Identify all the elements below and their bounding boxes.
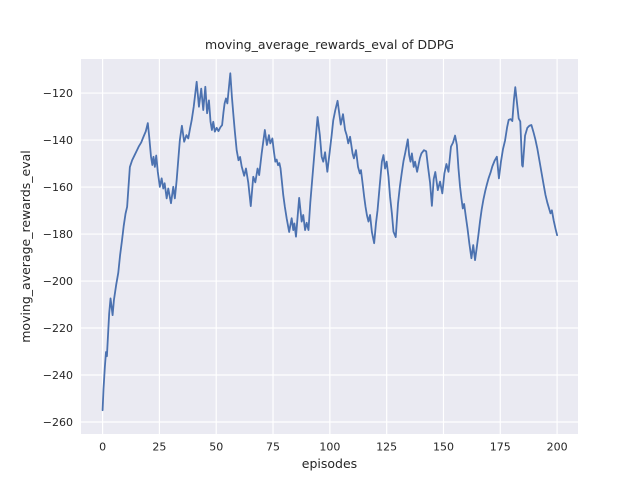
y-tick-label: −240 bbox=[43, 369, 73, 382]
x-axis-label: episodes bbox=[302, 456, 357, 471]
series-lines bbox=[101, 72, 558, 412]
x-tick-label: 150 bbox=[433, 441, 454, 454]
x-tick-label: 175 bbox=[490, 441, 511, 454]
y-tick-label: −220 bbox=[43, 322, 73, 335]
y-tick-label: −140 bbox=[43, 134, 73, 147]
y-tick-label: −160 bbox=[43, 181, 73, 194]
x-tick-label: 0 bbox=[99, 441, 106, 454]
x-tick-label: 200 bbox=[547, 441, 568, 454]
x-tick-label: 50 bbox=[209, 441, 223, 454]
y-tick-label: −260 bbox=[43, 416, 73, 429]
y-axis-label: moving_average_rewards_eval bbox=[18, 150, 33, 343]
x-tick-label: 25 bbox=[152, 441, 166, 454]
y-tick-label: −180 bbox=[43, 228, 73, 241]
y-tick-label: −200 bbox=[43, 275, 73, 288]
x-tick-label: 75 bbox=[266, 441, 280, 454]
series-line-moving_average_rewards_eval bbox=[101, 72, 558, 412]
y-tick-label: −120 bbox=[43, 87, 73, 100]
x-tick-label: 100 bbox=[319, 441, 340, 454]
x-tick-label: 125 bbox=[376, 441, 397, 454]
chart-title: moving_average_rewards_eval of DDPG bbox=[205, 37, 454, 52]
tick-labels: −260 −240 −220 −200 −180 −160 −140 −120 0 25 50 75 1… bbox=[43, 87, 568, 454]
